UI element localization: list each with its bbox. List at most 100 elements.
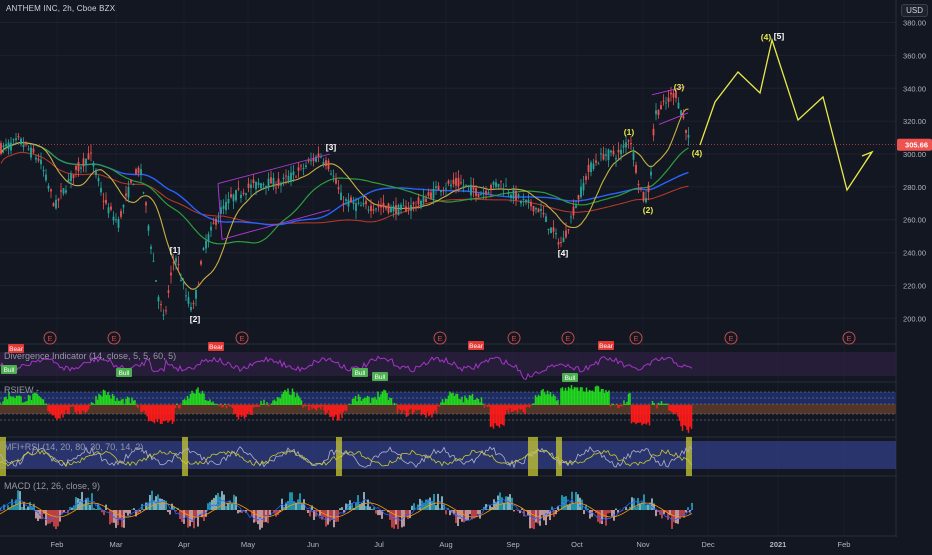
candle-body bbox=[490, 184, 492, 190]
bull-divergence-tag: Bull bbox=[1, 365, 17, 374]
elliott-projection-line bbox=[699, 37, 873, 192]
candle-body bbox=[582, 183, 585, 191]
candle-body bbox=[195, 289, 197, 299]
divergence-tag-bg bbox=[372, 372, 388, 381]
candle-body bbox=[682, 116, 685, 119]
candle-body bbox=[352, 201, 355, 205]
candle-body bbox=[157, 296, 160, 302]
candle-body bbox=[472, 185, 475, 190]
candle-body bbox=[90, 152, 92, 154]
candle-body bbox=[665, 102, 667, 104]
rsiew-indicator-title[interactable]: RSIEW - bbox=[4, 385, 39, 395]
earnings-label: E bbox=[633, 334, 638, 343]
candle-body bbox=[10, 142, 12, 151]
candle-body bbox=[482, 192, 485, 194]
candle-body bbox=[527, 199, 530, 203]
wave-label: [1] bbox=[170, 245, 181, 255]
bull-divergence-tag: Bull bbox=[562, 373, 578, 382]
bull-divergence-tag: Bull bbox=[352, 368, 368, 377]
candle-body bbox=[422, 197, 425, 203]
candle-body bbox=[420, 200, 422, 208]
candle-body bbox=[5, 144, 7, 147]
candle-body bbox=[555, 232, 557, 235]
candle-body bbox=[202, 248, 205, 250]
candle-body bbox=[670, 92, 672, 95]
wave-label: [2] bbox=[190, 314, 201, 324]
candle-body bbox=[622, 145, 625, 148]
macd-indicator-title[interactable]: MACD (12, 26, close, 9) bbox=[4, 481, 101, 491]
candle-body bbox=[675, 91, 677, 98]
candle-body bbox=[487, 192, 490, 194]
candle-body bbox=[240, 194, 242, 198]
time-tick-label: Apr bbox=[178, 540, 190, 549]
candle-body bbox=[580, 186, 582, 198]
earnings-event-marker[interactable]: E bbox=[724, 331, 738, 345]
candle-body bbox=[237, 188, 240, 190]
candle-body bbox=[460, 182, 462, 184]
candle-body bbox=[72, 174, 75, 179]
candle-body bbox=[80, 167, 82, 169]
mfi-line bbox=[0, 445, 693, 469]
candle-body bbox=[207, 234, 210, 242]
candle-body bbox=[75, 165, 77, 170]
earnings-event-marker[interactable]: E bbox=[107, 331, 121, 345]
candle-body bbox=[450, 184, 452, 187]
candle-body bbox=[560, 241, 562, 244]
earnings-event-marker[interactable]: E bbox=[507, 331, 521, 345]
candle-body bbox=[565, 230, 567, 238]
divergence-tag-bg bbox=[352, 368, 368, 377]
candle-body bbox=[552, 227, 555, 232]
currency-badge[interactable]: USD bbox=[901, 4, 928, 17]
candle-body bbox=[87, 153, 90, 160]
divergence-tag-text: Bear bbox=[469, 343, 484, 350]
divergence-tag-bg bbox=[468, 341, 484, 350]
earnings-event-marker[interactable]: E bbox=[629, 331, 643, 345]
candle-body bbox=[362, 202, 365, 205]
wave-label: (3) bbox=[674, 82, 685, 92]
candle-body bbox=[480, 194, 482, 196]
candle-body bbox=[175, 258, 177, 263]
wave-label: (2) bbox=[643, 205, 654, 215]
candle-body bbox=[7, 142, 10, 149]
candle-body bbox=[17, 136, 20, 138]
candle-body bbox=[287, 176, 290, 181]
candle-body bbox=[522, 198, 525, 200]
time-axis[interactable]: Feb Mar Apr May Jun Jul Aug Sep Oct Nov Dec 2021 Feb bbox=[0, 537, 932, 550]
candle-body bbox=[425, 198, 427, 203]
candle-body bbox=[502, 189, 505, 191]
candle-body bbox=[570, 216, 572, 218]
price-axis-background bbox=[897, 0, 932, 550]
earnings-event-marker[interactable]: E bbox=[433, 331, 447, 345]
candle-body bbox=[30, 147, 32, 158]
earnings-event-marker[interactable]: E bbox=[842, 331, 856, 345]
divergence-tag-bg bbox=[598, 341, 614, 350]
earnings-event-marker[interactable]: E bbox=[43, 331, 57, 345]
candle-body bbox=[180, 280, 182, 282]
candle-body bbox=[382, 202, 385, 208]
candle-body bbox=[435, 186, 437, 188]
price-axis[interactable]: 380.00 360.00 340.00 320.00 300.00 280.00 260.… bbox=[897, 0, 932, 550]
bear-divergence-tag: Bear bbox=[598, 341, 614, 350]
earnings-label: E bbox=[728, 334, 733, 343]
earnings-event-marker[interactable]: E bbox=[235, 331, 249, 345]
candle-body bbox=[155, 280, 157, 282]
candle-body bbox=[147, 225, 150, 231]
candle-body bbox=[515, 190, 517, 201]
divergence-indicator-title[interactable]: Divergence Indicator (14, close, 5, 5, 6… bbox=[4, 351, 177, 361]
candle-body bbox=[532, 205, 535, 212]
symbol-title[interactable]: ANTHEM INC, 2h, Cboe BZX bbox=[6, 4, 116, 13]
candle-body bbox=[235, 190, 237, 201]
candle-body bbox=[497, 183, 500, 187]
earnings-event-marker[interactable]: E bbox=[561, 331, 575, 345]
wave-label: (4) bbox=[692, 148, 703, 158]
candle-body bbox=[137, 167, 140, 174]
price-candles bbox=[0, 86, 690, 321]
time-axis-background bbox=[0, 537, 932, 550]
mfi-rsi-indicator-title[interactable]: MFI+RSI (14, 20, 80, 30, 70, 14, 2) bbox=[4, 442, 144, 452]
candle-body bbox=[655, 110, 657, 115]
mfi-highlight-column bbox=[182, 437, 188, 476]
candle-body bbox=[185, 295, 187, 297]
candle-body bbox=[115, 219, 117, 221]
